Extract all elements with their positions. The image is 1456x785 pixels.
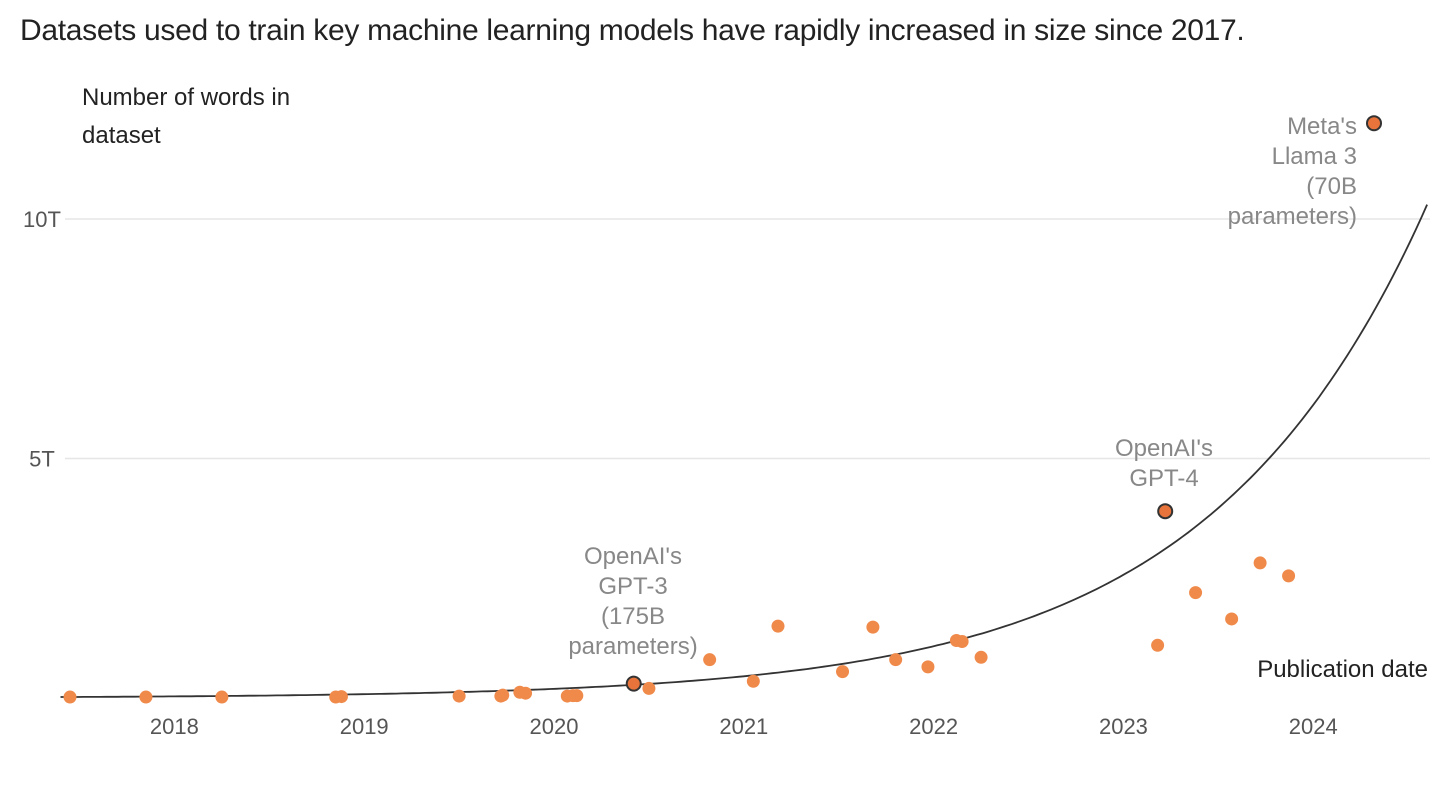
x-tick-label: 2024 [1289,714,1338,739]
highlight-2: Meta's Llama 3 (70B parameters) [1228,113,1382,230]
annotation-label: OpenAI's GPT-4 [1115,435,1213,492]
y-axis-label-line: dataset [82,122,161,149]
highlighted-point [625,675,642,692]
y-axis-label: Number of words in dataset [82,84,290,149]
annotation-line: GPT-4 [1129,465,1198,492]
y-tick-label: 5T [29,447,55,472]
data-point [1253,556,1267,570]
highlighted-point [1366,115,1382,132]
x-axis-ticks: 2018 2019 2020 2021 2022 2023 2024 [150,714,1338,739]
x-tick-label: 2019 [340,714,389,739]
annotation-line: OpenAI's [1115,435,1213,462]
annotation-line: (70B [1306,173,1357,200]
data-point [452,689,466,703]
x-tick-label: 2020 [530,714,579,739]
annotation-line: (175B [601,603,665,630]
x-tick-label: 2022 [909,714,958,739]
data-point [836,665,850,679]
x-tick-label: 2023 [1099,714,1148,739]
data-point [703,653,717,667]
data-point [1225,612,1239,626]
data-point [496,688,510,702]
data-point [866,620,880,634]
data-point [334,690,348,704]
data-point [1151,638,1165,652]
y-tick-label: 10T [23,207,61,232]
trend-line [60,204,1428,698]
data-point [921,660,935,674]
data-point [215,690,229,704]
gridlines [65,218,1430,460]
data-point [889,653,903,667]
chart-subtitle: Datasets used to train key machine learn… [20,14,1245,47]
data-point [955,634,969,648]
data-point [771,619,785,633]
data-points [63,556,1296,704]
data-point [746,674,760,688]
x-tick-label: 2021 [719,714,768,739]
annotation-line: Meta's [1287,113,1357,140]
annotation-line: parameters) [1228,203,1357,230]
y-axis-ticks: 5T 10T [23,207,61,472]
data-point [1282,569,1296,583]
data-point [570,689,584,703]
annotation-line: parameters) [568,633,697,660]
highlighted-point [1157,503,1174,520]
data-point [642,681,656,695]
highlight-1: OpenAI's GPT-4 [1115,435,1213,520]
annotation-line: GPT-3 [598,573,667,600]
annotation-line: Llama 3 [1272,143,1357,170]
data-point [519,686,533,700]
data-point [1189,586,1203,600]
highlight-0: OpenAI's GPT-3 (175B parameters) [568,543,698,692]
annotation-label: OpenAI's GPT-3 (175B parameters) [568,543,697,660]
annotation-label: Meta's Llama 3 (70B parameters) [1228,113,1357,230]
y-axis-label-line: Number of words in [82,84,290,111]
x-axis-label: Publication date [1257,656,1428,683]
highlighted-models: OpenAI's GPT-3 (175B parameters) OpenAI's GPT… [568,113,1382,692]
data-point [139,690,153,704]
data-point [974,650,988,664]
data-point [63,690,77,704]
annotation-line: OpenAI's [584,543,682,570]
x-tick-label: 2018 [150,714,199,739]
